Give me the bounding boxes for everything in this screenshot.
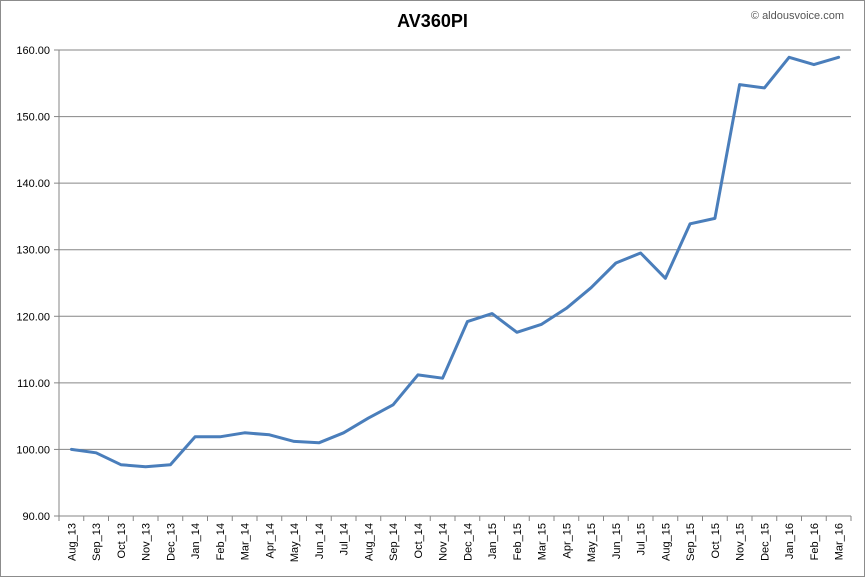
data-point: [342, 431, 345, 434]
x-tick-label: Sep_13: [91, 523, 103, 561]
x-tick-label: Jul_15: [636, 523, 648, 555]
data-point: [837, 56, 840, 59]
data-point: [490, 312, 494, 315]
y-tick-label: 90.00: [22, 511, 50, 523]
y-tick-label: 100.00: [16, 444, 50, 456]
x-tick-label: Jul_14: [339, 523, 351, 555]
series-line: [69, 55, 841, 469]
x-tick-label: Feb_16: [809, 523, 821, 560]
data-point: [144, 465, 147, 468]
x-tick-label: Jan_14: [190, 523, 202, 559]
data-point: [416, 373, 420, 377]
x-tick-label: Mar_14: [240, 523, 252, 560]
data-point: [812, 63, 816, 66]
data-point: [317, 441, 321, 444]
x-tick-label: Nov_15: [735, 523, 747, 561]
watermark: © aldousvoice.com: [750, 10, 844, 22]
data-point: [70, 448, 73, 451]
y-tick-label: 160.00: [16, 45, 50, 57]
y-tick-label: 120.00: [16, 311, 50, 323]
x-tick-label: Mar_15: [537, 523, 549, 560]
data-point: [565, 307, 568, 310]
data-point: [391, 403, 395, 407]
data-point: [268, 433, 271, 436]
x-tick-label: Nov_13: [141, 523, 153, 561]
data-point: [688, 222, 692, 225]
x-tick-label: Jun_15: [611, 523, 623, 559]
data-point: [193, 435, 197, 438]
data-point: [367, 416, 370, 420]
x-tick-label: Feb_14: [215, 523, 227, 560]
data-point: [466, 320, 469, 323]
x-tick-label: May_14: [289, 523, 301, 562]
x-tick-label: Aug_13: [66, 523, 78, 561]
data-point: [614, 261, 618, 265]
data-point: [589, 286, 593, 289]
chart-title: AV360PI: [397, 11, 468, 31]
data-point: [243, 431, 246, 434]
data-point: [639, 251, 642, 255]
x-tick-label: Dec_15: [759, 523, 771, 561]
data-point: [169, 463, 172, 466]
x-tick-label: Mar_16: [834, 523, 846, 560]
data-point: [540, 323, 543, 326]
y-tick-label: 110.00: [17, 378, 50, 390]
data-point: [664, 277, 667, 280]
x-tick-label: Oct_14: [413, 523, 425, 558]
data-point: [515, 331, 519, 334]
x-tick-label: Feb_15: [512, 523, 524, 560]
x-tick-label: Jun_14: [314, 523, 326, 559]
data-point: [218, 435, 222, 438]
data-point: [441, 376, 444, 380]
data-point: [763, 86, 766, 90]
y-tick-label: 150.00: [16, 112, 50, 124]
x-tick-label: Aug_15: [660, 523, 672, 561]
x-tick-label: Oct_13: [116, 523, 128, 558]
x-tick-label: Jan_16: [784, 523, 796, 559]
x-tick-label: Apr_15: [561, 523, 573, 558]
data-point: [292, 440, 296, 443]
y-tick-label: 140.00: [16, 178, 50, 190]
data-point: [787, 56, 791, 59]
x-tick-label: Dec_14: [462, 523, 474, 561]
data-point: [738, 83, 741, 86]
y-tick-label: 130.00: [16, 245, 50, 257]
x-tick-label: May_15: [586, 523, 598, 562]
data-point: [119, 463, 123, 466]
x-tick-label: Sep_14: [388, 523, 400, 561]
x-tick-label: Dec_13: [165, 523, 177, 561]
x-tick-label: Aug_14: [363, 523, 375, 561]
x-tick-label: Oct_15: [710, 523, 722, 558]
data-point: [94, 451, 98, 454]
x-tick-label: Jan_15: [487, 523, 499, 559]
data-point: [713, 217, 717, 220]
x-tick-label: Nov_14: [438, 523, 450, 561]
x-tick-label: Apr_14: [264, 523, 276, 558]
x-tick-label: Sep_15: [685, 523, 697, 561]
